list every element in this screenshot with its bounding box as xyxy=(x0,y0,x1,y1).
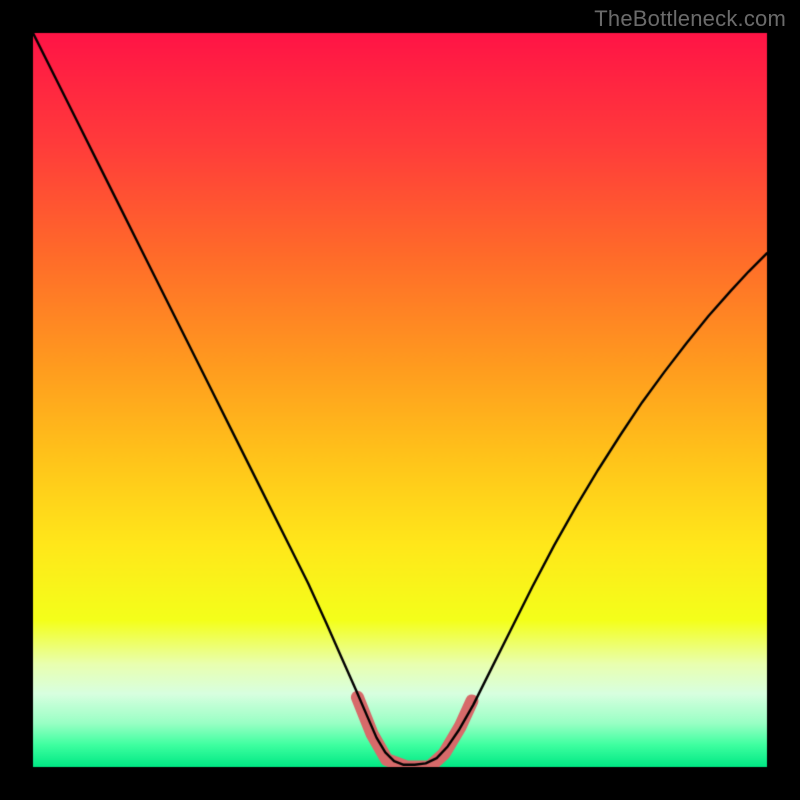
chart-stage: TheBottleneck.com xyxy=(0,0,800,800)
bottleneck-chart-canvas xyxy=(0,0,800,800)
